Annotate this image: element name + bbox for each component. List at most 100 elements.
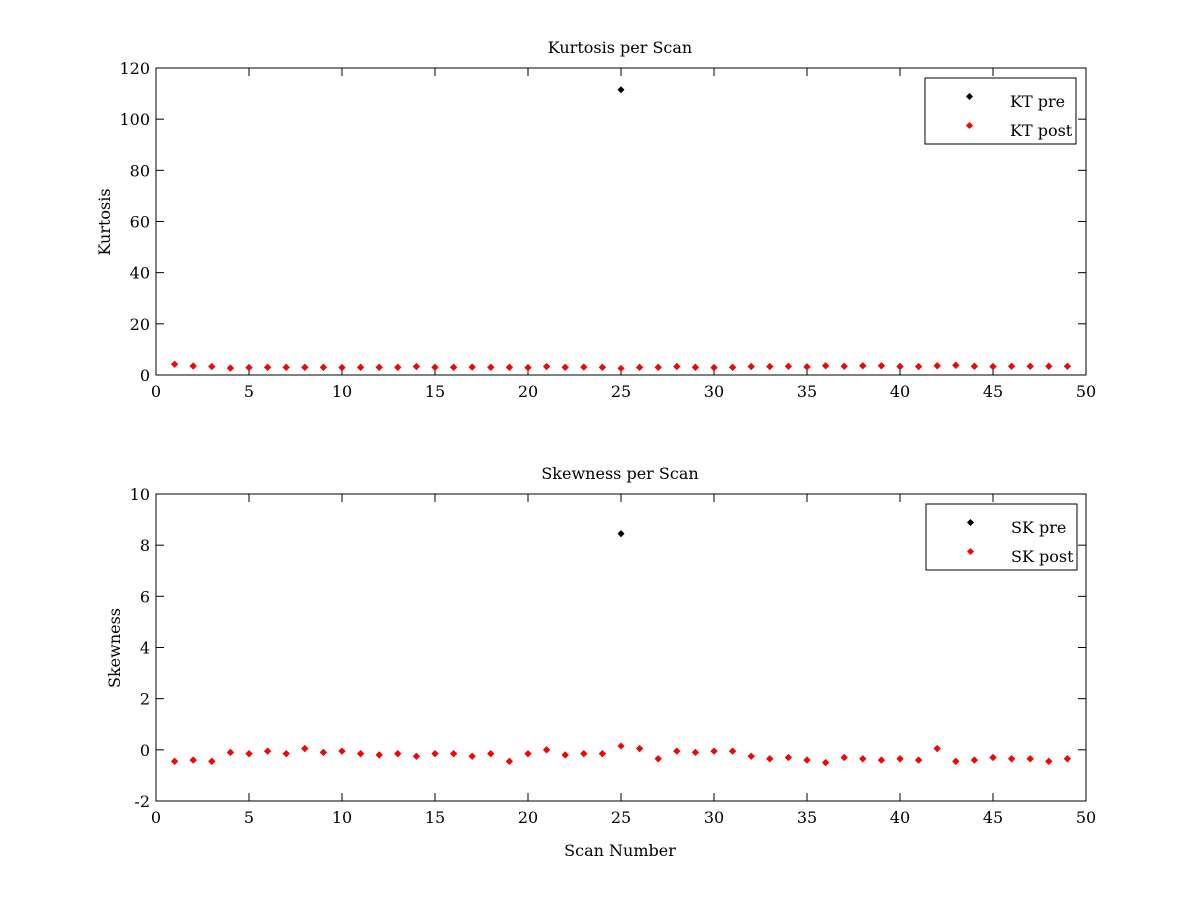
kurtosis-x-tick-label: 15 — [425, 382, 445, 401]
kurtosis-post-point — [580, 363, 588, 371]
skewness-y-tick-label: 4 — [140, 639, 150, 658]
skewness-post-point — [859, 755, 867, 763]
skewness-title: Skewness per Scan — [541, 464, 698, 483]
skewness-post-point — [1008, 755, 1016, 763]
kurtosis-panel: Kurtosis per Scan Kurtosis 0 5 10 15 20 25 30 3… — [95, 38, 1096, 401]
skewness-post-point — [580, 750, 588, 758]
skewness-x-tick-label: 10 — [332, 808, 352, 827]
kurtosis-post-point — [450, 363, 458, 371]
skewness-y-tick-label: 0 — [140, 741, 150, 760]
kurtosis-x-tick-label: 50 — [1076, 382, 1096, 401]
skewness-legend-marker-post — [966, 547, 975, 556]
kurtosis-x-tick-label: 35 — [797, 382, 817, 401]
skewness-x-tick-label: 5 — [244, 808, 254, 827]
skewness-post-point — [338, 747, 346, 755]
skewness-post-point — [896, 755, 904, 763]
skewness-legend: SK pre SK post — [925, 503, 1078, 571]
kurtosis-post-point — [264, 363, 272, 371]
kurtosis-post-point — [1008, 362, 1016, 370]
kurtosis-x-tick-label: 30 — [704, 382, 724, 401]
kurtosis-y-tick-label: 60 — [130, 213, 150, 232]
kurtosis-post-point — [468, 363, 476, 371]
skewness-y-tick-label: -2 — [134, 792, 150, 811]
kurtosis-legend-label-pre: KT pre — [1010, 92, 1065, 111]
skewness-post-point — [915, 756, 923, 764]
skewness-post-point — [375, 751, 383, 759]
skewness-post-point — [301, 745, 309, 753]
kurtosis-post-point — [301, 363, 309, 371]
kurtosis-legend-marker-pre — [965, 92, 974, 101]
kurtosis-post-point — [673, 363, 681, 371]
skewness-legend-marker-pre — [966, 518, 975, 527]
skewness-post-point — [319, 748, 327, 756]
kurtosis-post-point — [989, 363, 997, 371]
skewness-x-tick-label: 20 — [518, 808, 538, 827]
kurtosis-y-tick-label: 100 — [119, 110, 150, 129]
skewness-panel: Skewness per Scan Skewness Scan Number 0… — [105, 464, 1096, 860]
kurtosis-x-tick-label: 20 — [518, 382, 538, 401]
kurtosis-post-point — [319, 363, 327, 371]
kurtosis-post-point — [245, 364, 253, 372]
skewness-post-point — [729, 747, 737, 755]
skewness-post-point — [282, 750, 290, 758]
skewness-post-point — [561, 751, 569, 759]
kurtosis-post-point — [357, 363, 365, 371]
skewness-x-tick-label: 50 — [1076, 808, 1096, 827]
kurtosis-post-point — [915, 363, 923, 371]
skewness-post-point — [933, 745, 941, 753]
skewness-y-tick-label: 2 — [140, 690, 150, 709]
skewness-legend-label-post: SK post — [1011, 547, 1074, 566]
kurtosis-y-tick-label: 0 — [140, 366, 150, 385]
skewness-post-point — [208, 757, 216, 765]
skewness-x-tick-label: 40 — [890, 808, 910, 827]
kurtosis-post-point — [933, 362, 941, 370]
kurtosis-post-point — [226, 364, 234, 372]
skewness-x-ticks: 0 5 10 15 20 25 30 35 40 45 50 — [151, 494, 1096, 827]
skewness-post-point — [989, 753, 997, 762]
kurtosis-y-tick-label: 20 — [130, 315, 150, 334]
skewness-post-point — [710, 747, 718, 755]
kurtosis-legend-label-post: KT post — [1010, 121, 1073, 140]
skewness-y-tick-label: 8 — [140, 536, 150, 555]
kurtosis-post-point — [859, 362, 867, 370]
kurtosis-x-tick-label: 45 — [983, 382, 1003, 401]
skewness-post-point — [654, 755, 662, 763]
kurtosis-post-point — [970, 362, 978, 370]
kurtosis-post-point — [208, 363, 216, 371]
skewness-post-point — [543, 746, 551, 754]
kurtosis-y-ticks: 0 20 40 60 80 100 120 — [119, 59, 1086, 385]
skewness-post-point — [450, 750, 458, 758]
skewness-y-tick-label: 10 — [130, 485, 150, 504]
kurtosis-legend: KT pre KT post — [924, 77, 1077, 145]
skewness-x-tick-label: 25 — [611, 808, 631, 827]
kurtosis-post-point — [598, 363, 606, 371]
kurtosis-post-point — [654, 363, 662, 371]
kurtosis-post-point — [729, 363, 737, 371]
skewness-post-point — [822, 759, 830, 767]
skewness-post-point — [431, 750, 439, 758]
kurtosis-legend-marker-post — [965, 121, 974, 130]
kurtosis-post-point — [524, 364, 532, 372]
skewness-post-point — [784, 753, 792, 762]
skewness-legend-label-pre: SK pre — [1011, 518, 1066, 537]
skewness-y-tick-label: 6 — [140, 587, 150, 606]
kurtosis-post-point — [747, 363, 755, 371]
skewness-x-tick-label: 30 — [704, 808, 724, 827]
kurtosis-pre-point — [617, 86, 625, 94]
skewness-x-tick-label: 0 — [151, 808, 161, 827]
kurtosis-post-point — [394, 363, 402, 371]
kurtosis-post-point — [691, 363, 699, 371]
kurtosis-legend-box — [924, 77, 1077, 145]
skewness-x-tick-label: 35 — [797, 808, 817, 827]
kurtosis-post-point — [784, 362, 792, 370]
kurtosis-post-point — [840, 362, 848, 370]
skewness-post-point — [691, 748, 699, 756]
kurtosis-post-point — [896, 363, 904, 371]
kurtosis-title: Kurtosis per Scan — [548, 38, 692, 57]
skewness-post-point — [468, 752, 476, 760]
skewness-y-axis-label: Skewness — [105, 608, 124, 688]
kurtosis-post-point — [822, 362, 830, 370]
kurtosis-post-point — [803, 363, 811, 371]
skewness-post-point — [617, 742, 625, 750]
